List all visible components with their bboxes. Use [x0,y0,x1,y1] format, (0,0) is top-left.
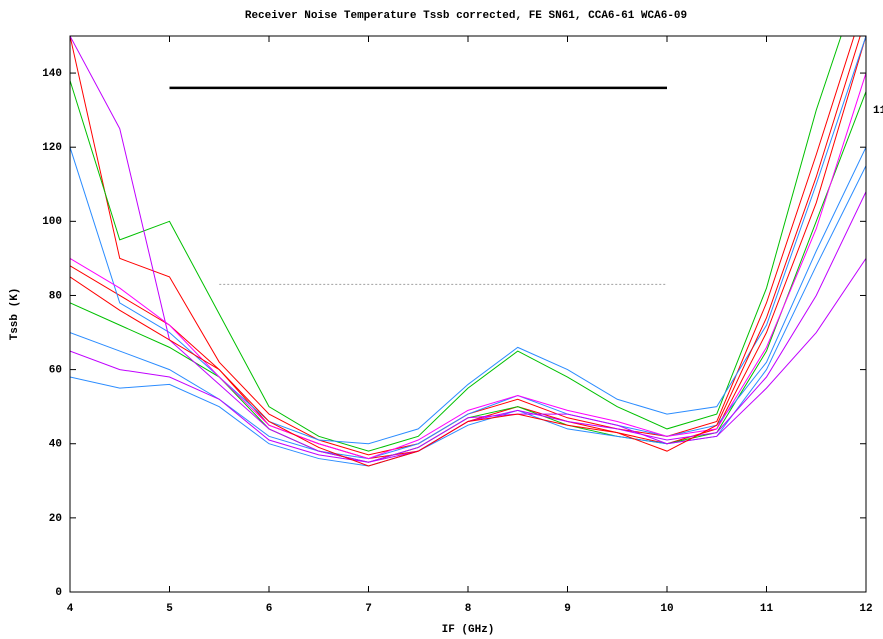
series-line [70,72,866,460]
x-tick-label: 8 [465,603,472,615]
y-tick-label: 120 [42,142,62,154]
x-tick-label: 7 [365,603,372,615]
chart-title: Receiver Noise Temperature Tssb correcte… [245,10,687,22]
series-line [70,165,866,467]
x-tick-label: 6 [266,603,273,615]
series-line [70,36,866,460]
y-tick-label: 40 [49,439,62,451]
series-line [70,36,866,445]
series-line [70,91,866,463]
annotation: 11 [873,105,883,117]
y-tick-label: 20 [49,513,62,525]
y-tick-label: 140 [42,68,62,80]
series-line [70,36,866,463]
x-tick-label: 9 [564,603,571,615]
series-line [70,146,866,460]
x-tick-label: 12 [859,603,872,615]
x-tick-label: 5 [166,603,173,615]
series-line [70,36,842,452]
y-tick-label: 100 [42,216,62,228]
x-tick-label: 11 [760,603,774,615]
x-tick-label: 10 [660,603,673,615]
y-tick-label: 0 [55,587,62,599]
x-axis-label: IF (GHz) [442,624,495,636]
plot-frame [69,35,867,593]
x-tick-label: 4 [67,603,74,615]
series-line [70,36,861,467]
y-tick-label: 80 [49,290,62,302]
series-line [70,258,866,463]
plot-area [70,36,866,467]
y-axis-label: Tssb (K) [9,288,21,341]
y-tick-label: 60 [49,365,62,377]
